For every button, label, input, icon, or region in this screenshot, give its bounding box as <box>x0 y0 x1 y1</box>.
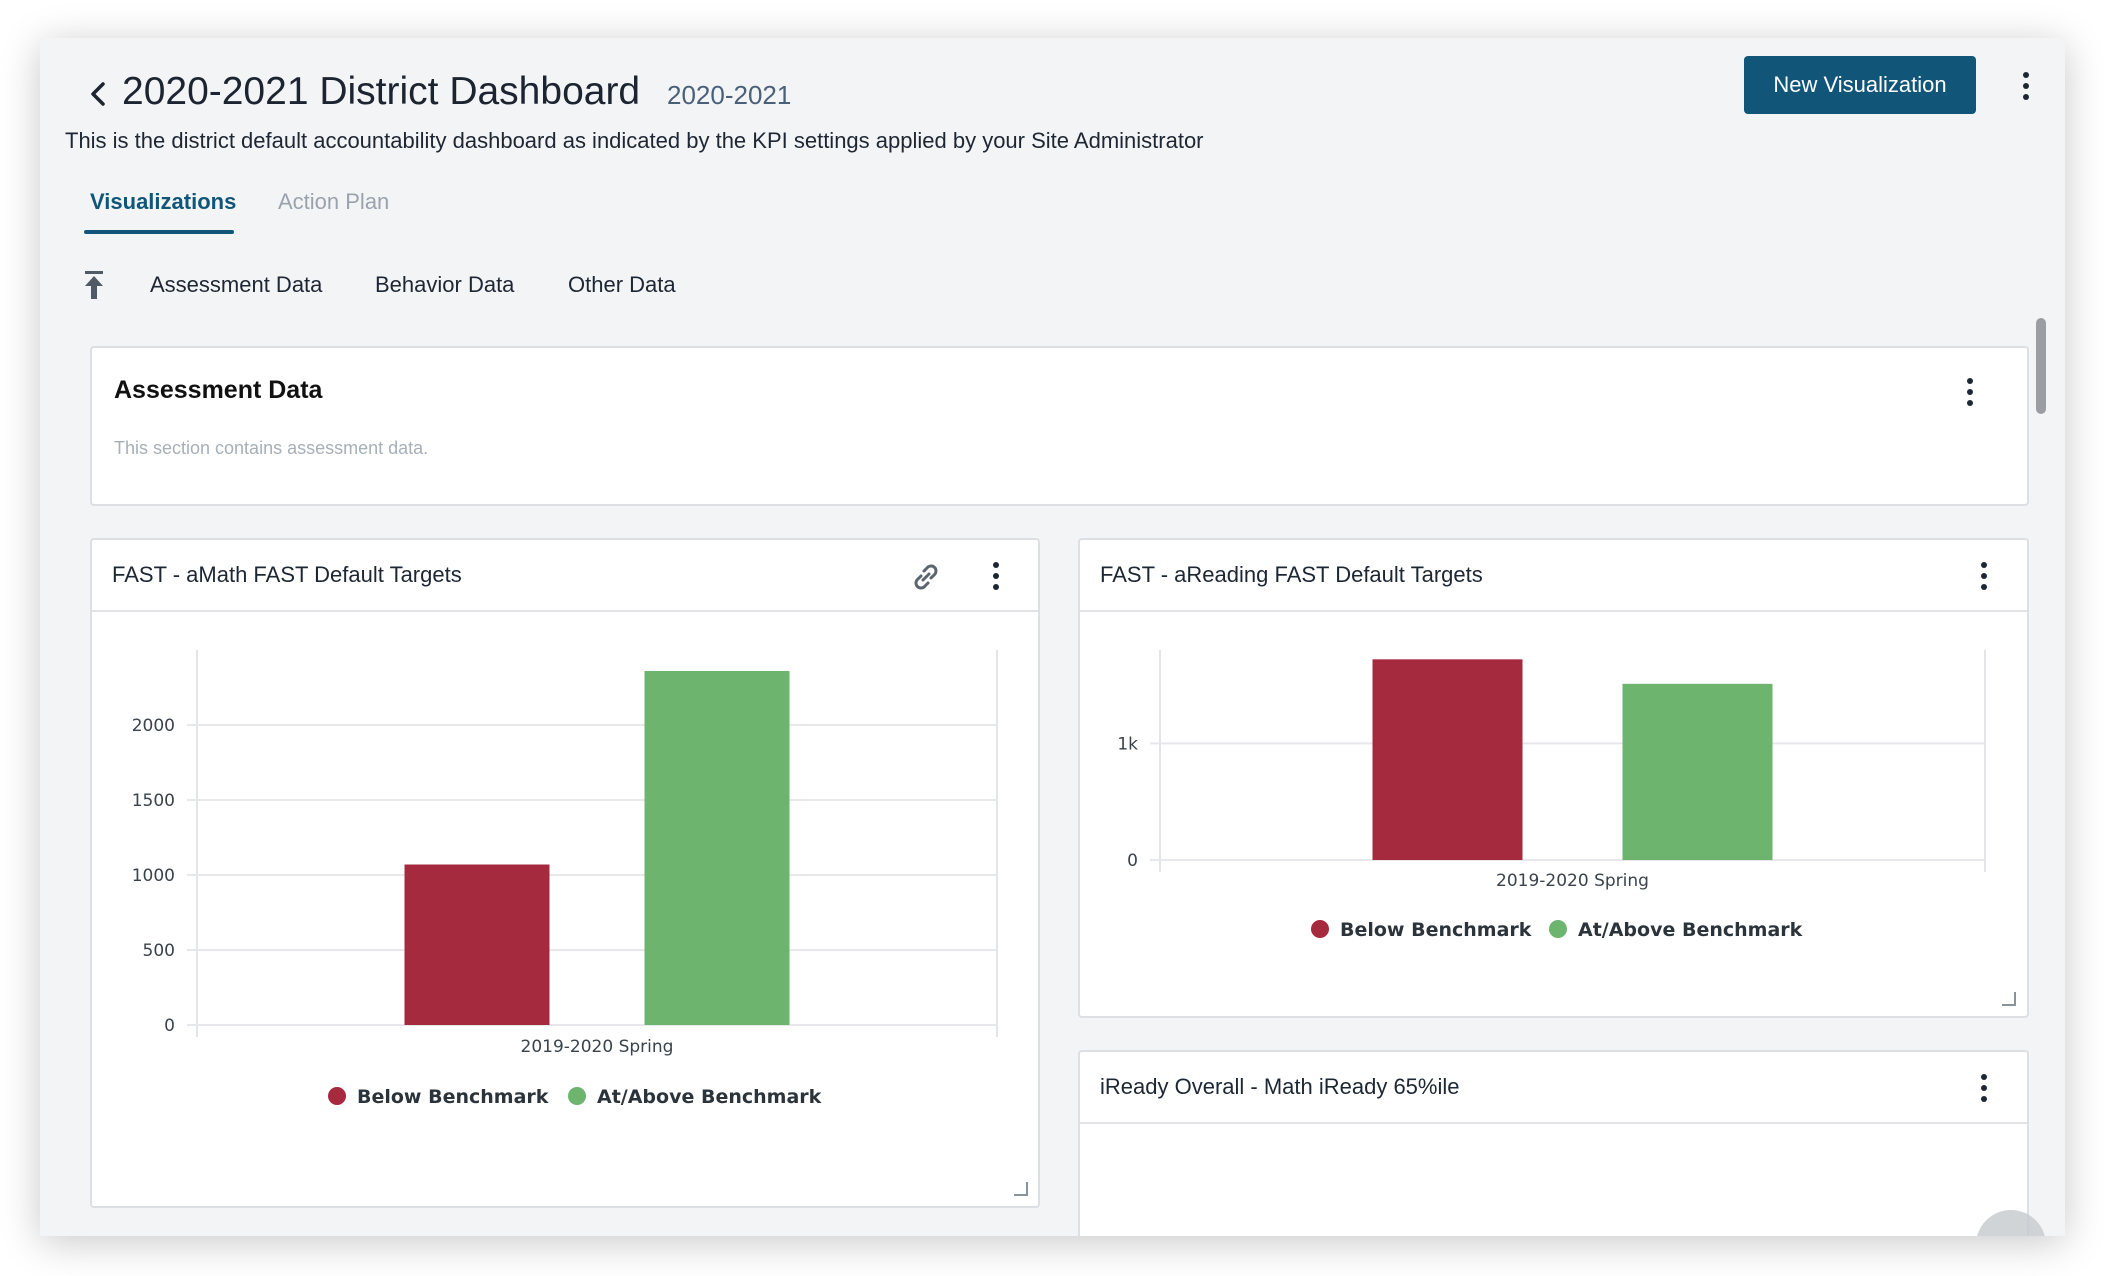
resize-handle[interactable] <box>2002 992 2016 1006</box>
y-tick-label: 0 <box>1127 851 1138 871</box>
bar-above <box>1622 683 1773 860</box>
tab-visualizations[interactable]: Visualizations <box>90 189 237 214</box>
card-options-icon[interactable] <box>1966 552 2002 600</box>
legend-marker <box>328 1087 346 1105</box>
legend-marker <box>1549 920 1567 938</box>
y-tick-label: 1k <box>1117 734 1138 754</box>
more-options-icon[interactable] <box>2008 62 2044 110</box>
new-visualization-button[interactable]: New Visualization <box>1744 56 1976 114</box>
bar-below <box>404 864 550 1025</box>
card-title: FAST - aReading FAST Default Targets <box>1100 562 1483 587</box>
jump-to-top-icon[interactable] <box>80 268 108 302</box>
x-category-label: 2019-2020 Spring <box>521 1037 674 1057</box>
active-tab-indicator <box>84 230 234 234</box>
legend-label: At/Above Benchmark <box>597 1086 822 1108</box>
legend-label: At/Above Benchmark <box>1578 919 1803 941</box>
legend-label: Below Benchmark <box>357 1086 549 1108</box>
section-link-behavior[interactable]: Behavior Data <box>375 272 515 297</box>
reading-viz-card: FAST - aReading FAST Default Targets 0 1k… <box>1078 538 2029 1018</box>
legend-marker <box>1311 920 1329 938</box>
card-title: iReady Overall - Math iReady 65%ile <box>1100 1074 1460 1099</box>
section-title: Assessment Data <box>114 376 323 404</box>
chevron-left-icon <box>91 82 105 106</box>
math-viz-card: FAST - aMath FAST Default Targets 0 500 10… <box>90 538 1040 1208</box>
y-tick-label: 1000 <box>132 866 175 886</box>
card-header: FAST - aReading FAST Default Targets <box>1080 540 2027 612</box>
page-title: 2020-2021 District Dashboard <box>122 70 641 113</box>
card-options-icon[interactable] <box>1966 1064 2002 1112</box>
bar-below <box>1372 659 1523 860</box>
x-category-label: 2019-2020 Spring <box>1496 871 1649 891</box>
y-tick-label: 2000 <box>132 716 175 736</box>
card-title: FAST - aMath FAST Default Targets <box>112 562 462 587</box>
math-bar-chart: 0 500 1000 1500 2000 2019-2020 Spring Below Be… <box>132 650 998 1108</box>
legend-marker <box>568 1087 586 1105</box>
link-icon[interactable] <box>909 560 943 594</box>
assessment-section-card: Assessment Data This section contains as… <box>90 346 2029 506</box>
section-link-other[interactable]: Other Data <box>568 272 676 297</box>
legend-label: Below Benchmark <box>1340 919 1532 941</box>
section-options-icon[interactable] <box>1952 368 1988 416</box>
tab-action-plan[interactable]: Action Plan <box>278 189 390 214</box>
page-subtitle: 2020-2021 <box>667 80 792 110</box>
card-header: FAST - aMath FAST Default Targets <box>92 540 1038 612</box>
y-tick-label: 1500 <box>132 791 175 811</box>
reading-bar-chart: 0 1k 2019-2020 Spring Below Benchmark At/Abo… <box>1117 650 1986 941</box>
card-header: iReady Overall - Math iReady 65%ile <box>1080 1052 2027 1124</box>
app-window: 2020-2021 District Dashboard 2020-2021 N… <box>40 38 2065 1236</box>
iready-viz-card: iReady Overall - Math iReady 65%ile <box>1078 1050 2029 1236</box>
dashboard-description: This is the district default accountabil… <box>65 128 1204 153</box>
y-tick-label: 500 <box>143 941 175 961</box>
card-options-icon[interactable] <box>978 552 1014 600</box>
resize-handle[interactable] <box>1014 1182 1028 1196</box>
y-tick-label: 0 <box>164 1016 175 1036</box>
section-link-assessment[interactable]: Assessment Data <box>150 272 323 297</box>
back-button[interactable] <box>80 66 116 122</box>
bar-above <box>644 671 790 1025</box>
section-description: This section contains assessment data. <box>114 438 429 458</box>
scrollbar-thumb[interactable] <box>2036 318 2046 414</box>
